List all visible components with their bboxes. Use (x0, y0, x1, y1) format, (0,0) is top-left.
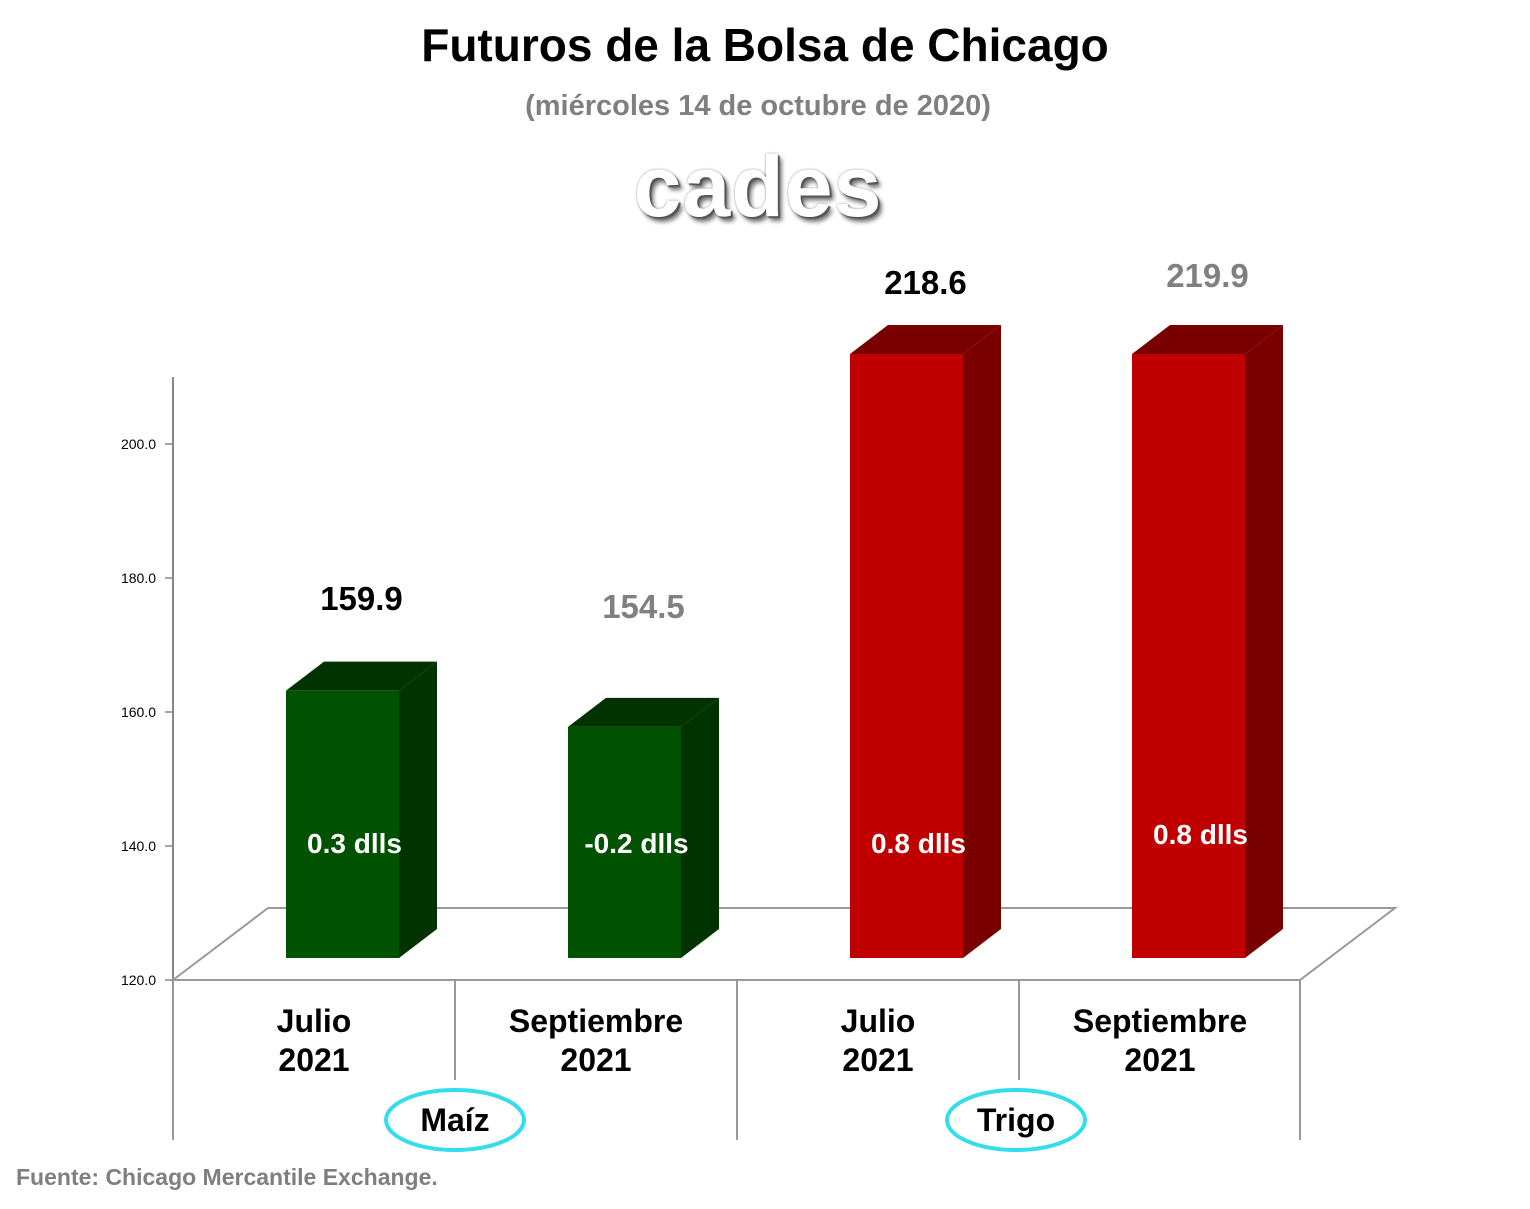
group-ellipse (945, 1088, 1087, 1152)
y-tick-label: 180.0 (121, 570, 156, 586)
group-label: Trigo (977, 1102, 1055, 1138)
value-label: 159.9 (320, 580, 403, 617)
category-month-label: Septiembre (509, 1003, 683, 1039)
category-year-label: 2021 (560, 1042, 631, 1078)
bar-side (399, 661, 437, 958)
value-label: 154.5 (602, 588, 685, 625)
bar-side (1245, 325, 1283, 958)
y-tick-label: 200.0 (121, 436, 156, 452)
bar (568, 726, 681, 958)
bar (850, 354, 963, 958)
y-tick-label: 160.0 (121, 704, 156, 720)
source-note: Fuente: Chicago Mercantile Exchange. (16, 1164, 438, 1190)
value-label: 218.6 (884, 264, 967, 301)
bar-top (1132, 325, 1283, 354)
bar-side (681, 697, 719, 958)
cades-logo: cades (633, 139, 883, 235)
change-label: 0.3 dlls (307, 828, 402, 859)
category-month-label: Julio (277, 1003, 352, 1039)
category-year-label: 2021 (1124, 1042, 1195, 1078)
bar-side (963, 325, 1001, 958)
y-axis-ticks: 120.0 140.0 160.0 180.0 200.0 (121, 436, 173, 988)
category-year-label: 2021 (842, 1042, 913, 1078)
y-tick-label: 140.0 (121, 838, 156, 854)
change-label: 0.8 dlls (871, 828, 966, 859)
chart-floor (170, 907, 1398, 981)
bar-top (850, 325, 1001, 354)
bar (1132, 354, 1245, 958)
category-month-label: Septiembre (1073, 1003, 1247, 1039)
group-label: Maíz (420, 1102, 489, 1138)
value-label: 219.9 (1166, 257, 1249, 294)
chart-subtitle: (miércoles 14 de octubre de 2020) (525, 90, 991, 122)
change-label: -0.2 dlls (584, 828, 688, 859)
bar-top (568, 697, 719, 727)
bars-group (286, 325, 1283, 958)
bar (286, 690, 399, 958)
bar-top (286, 661, 437, 691)
category-year-label: 2021 (278, 1042, 349, 1078)
chart-title: Futuros de la Bolsa de Chicago (421, 19, 1109, 71)
change-label: 0.8 dlls (1153, 819, 1248, 850)
chart-axes (170, 377, 1398, 1140)
group-ellipse (384, 1088, 526, 1152)
y-tick-label: 120.0 (121, 972, 156, 988)
category-month-label: Julio (841, 1003, 916, 1039)
